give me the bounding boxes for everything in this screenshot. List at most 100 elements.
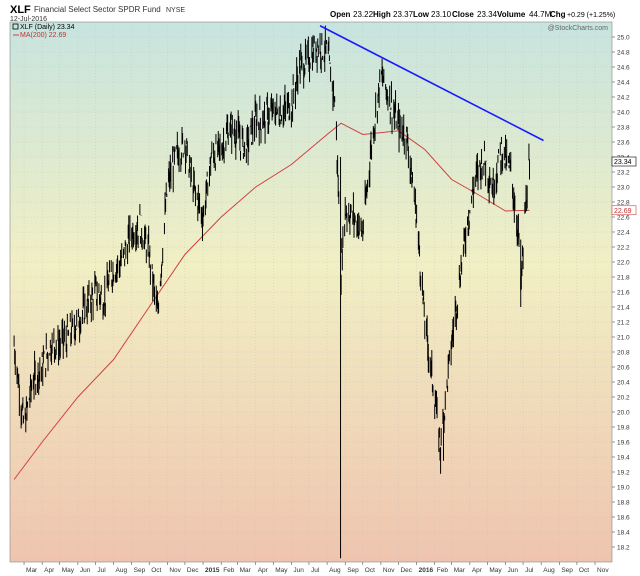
high-label: High — [373, 10, 391, 19]
close-price-tag: 23.34 — [611, 156, 637, 167]
y-tick-label: 20.0 — [617, 410, 630, 417]
high-value: 23.37 — [393, 10, 414, 19]
watermark: @StockCharts.com — [548, 25, 609, 32]
x-tick-label: Dec — [187, 567, 199, 574]
x-tick-label: Mar — [240, 567, 252, 574]
x-tick-label: Aug — [116, 567, 128, 574]
y-tick-label: 24.6 — [617, 65, 630, 72]
x-tick-label: Mar — [26, 567, 38, 574]
y-tick-label: 23.0 — [617, 185, 630, 192]
x-tick-label: Apr — [44, 567, 55, 574]
x-tick-label: Nov — [383, 567, 395, 574]
fund-description: Financial Select Sector SPDR Fund — [34, 5, 161, 14]
y-tick-label: 21.0 — [617, 335, 630, 342]
y-tick-label: 19.4 — [617, 455, 630, 462]
x-tick-label: May — [62, 567, 75, 574]
x-tick-label: 2016 — [419, 567, 434, 574]
x-tick-label: Jun — [508, 567, 519, 574]
y-tick-label: 25.0 — [617, 35, 630, 42]
y-tick-label: 22.2 — [617, 245, 630, 252]
x-tick-label: Nov — [597, 567, 609, 574]
y-tick-label: 23.2 — [617, 170, 630, 177]
y-tick-label: 20.6 — [617, 365, 630, 372]
volume-label: Volume — [497, 10, 526, 19]
chg-label: Chg — [550, 10, 566, 19]
low-label: Low — [413, 10, 430, 19]
y-tick-label: 22.8 — [617, 200, 630, 207]
x-tick-label: Sep — [561, 567, 573, 574]
close-tag-bg — [611, 156, 637, 167]
y-tick-label: 22.0 — [617, 260, 630, 267]
ohlc-readout: Open 23.22 High 23.37 Low 23.10 Close 23… — [330, 10, 615, 19]
x-tick-label: Sep — [134, 567, 146, 574]
trendline-layer — [319, 25, 544, 142]
y-tick-label: 23.8 — [617, 125, 630, 132]
y-tick-label: 24.4 — [617, 80, 630, 87]
ma-tag-text: 22.69 — [614, 208, 632, 215]
y-tick-label: 20.8 — [617, 350, 630, 357]
y-tick-label: 20.2 — [617, 395, 630, 402]
x-tick-label: 2015 — [205, 567, 220, 574]
close-tag-text: 23.34 — [614, 159, 632, 166]
x-tick-label: Jun — [293, 567, 304, 574]
ma-tag-bg — [611, 205, 637, 216]
open-value: 23.22 — [353, 10, 374, 19]
y-tick-label: 21.2 — [617, 320, 630, 327]
x-tick-label: Oct — [151, 567, 161, 574]
x-tick-label: Jul — [97, 567, 106, 574]
legend-price-swatch — [12, 23, 19, 30]
x-tick-label: May — [275, 567, 288, 574]
x-tick-label: Sep — [347, 567, 359, 574]
y-tick-label: 21.6 — [617, 290, 630, 297]
y-tick-label: 19.8 — [617, 425, 630, 432]
x-tick-label: Jun — [80, 567, 91, 574]
y-tick-label: 18.6 — [617, 515, 630, 522]
x-tick-label: May — [489, 567, 502, 574]
x-tick-label: Oct — [365, 567, 375, 574]
price-layer — [13, 25, 531, 559]
y-tick-label: 21.4 — [617, 305, 630, 312]
chg-value: +0.29 (+1.25%) — [567, 12, 615, 19]
close-value: 23.34 — [477, 10, 498, 19]
x-tick-label: Dec — [400, 567, 412, 574]
y-tick-label: 22.4 — [617, 230, 630, 237]
x-tick-label: Aug — [543, 567, 555, 574]
ma200-line — [13, 122, 530, 480]
legend-ma-label: MA(200) 22.69 — [20, 32, 66, 39]
y-tick-label: 18.8 — [617, 500, 630, 507]
y-tick-label: 24.2 — [617, 95, 630, 102]
symbol-title: XLF — [10, 4, 31, 16]
low-value: 23.10 — [431, 10, 452, 19]
y-axis: 18.2 18.4 18.6 18.8 19.0 19.2 19.4 19.6 19.8 20.0… — [612, 35, 630, 552]
x-tick-label: Feb — [437, 567, 449, 574]
chart-date: 12-Jul-2016 — [10, 16, 47, 23]
y-tick-label: 21.8 — [617, 275, 630, 282]
ma-price-tag: 22.69 — [611, 205, 637, 216]
x-tick-label: Apr — [258, 567, 269, 574]
ma-layer — [13, 122, 530, 480]
y-tick-label: 19.6 — [617, 440, 630, 447]
y-tick-label: 19.0 — [617, 485, 630, 492]
x-tick-label: Apr — [472, 567, 483, 574]
x-axis: Mar Apr May Jun Jul Aug Sep Oct Nov Dec 2015 Feb Mar… — [23, 562, 609, 574]
x-tick-label: Jul — [525, 567, 534, 574]
y-tick-label: 19.2 — [617, 470, 630, 477]
x-tick-label: Feb — [223, 567, 235, 574]
volume-value: 44.7M — [529, 10, 552, 19]
close-label: Close — [452, 10, 474, 19]
legend: XLF (Daily) 23.34 MA(200) 22.69 — [12, 23, 75, 39]
y-tick-label: 18.4 — [617, 530, 630, 537]
x-tick-label: Nov — [169, 567, 181, 574]
x-tick-label: Aug — [329, 567, 341, 574]
x-tick-label: Oct — [579, 567, 589, 574]
legend-price-label: XLF (Daily) 23.34 — [20, 24, 75, 31]
exchange-label: NYSE — [166, 7, 185, 14]
y-tick-label: 22.6 — [617, 215, 630, 222]
x-tick-label: Jul — [311, 567, 320, 574]
resistance-trendline — [319, 25, 544, 142]
y-tick-label: 20.4 — [617, 380, 630, 387]
grid — [10, 22, 612, 562]
y-tick-label: 18.2 — [617, 545, 630, 552]
open-label: Open — [330, 10, 351, 19]
